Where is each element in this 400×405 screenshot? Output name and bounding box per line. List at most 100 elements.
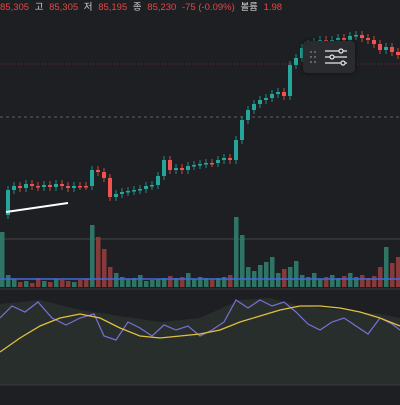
candle-body <box>384 47 388 50</box>
volume-bar <box>0 232 5 287</box>
volume-bar <box>372 276 377 287</box>
candle-body <box>258 100 262 104</box>
volume-bar <box>90 225 95 287</box>
volume-bar <box>360 275 365 287</box>
volume-bar <box>378 267 383 287</box>
candle-body <box>162 160 166 176</box>
volume-bar <box>234 217 239 287</box>
candle-body <box>234 140 238 160</box>
volume-bar <box>366 278 371 287</box>
candle-body <box>180 168 184 170</box>
candle-body <box>90 170 94 186</box>
drag-handle-icon <box>310 51 316 63</box>
candle-body <box>372 40 376 44</box>
volume-bar <box>72 282 77 287</box>
volume-bar <box>174 278 179 287</box>
volume-bar <box>144 281 149 287</box>
volume-bar <box>300 275 305 287</box>
volume-bar <box>258 265 263 287</box>
volume-bar <box>48 282 53 287</box>
volume-bar <box>276 273 281 287</box>
candle-body <box>348 36 352 40</box>
volume-bar <box>102 249 107 287</box>
candle-body <box>114 194 118 197</box>
candle-body <box>222 158 226 160</box>
candle-body <box>144 186 148 189</box>
ohlc-low-label: 저 <box>83 2 93 13</box>
volume-bar <box>186 273 191 287</box>
volume-bar <box>318 279 323 287</box>
volume-bar <box>330 275 335 287</box>
chart-settings-button[interactable] <box>303 41 355 73</box>
candle-body <box>30 184 34 186</box>
candle-body <box>156 176 160 185</box>
volume-bar <box>108 267 113 287</box>
volume-bar <box>306 277 311 287</box>
volume-bar <box>204 278 209 287</box>
candle-body <box>54 184 58 187</box>
candle-body <box>72 186 76 188</box>
ohlc-open-value: 85,305 <box>0 2 30 13</box>
volume-bar <box>42 281 47 287</box>
candle-body <box>294 58 298 65</box>
volume-bar <box>12 279 17 287</box>
volume-bar <box>84 279 89 287</box>
candle-body <box>366 38 370 40</box>
candle-body <box>84 186 88 188</box>
candle-body <box>228 158 232 160</box>
volume-bar <box>336 278 341 287</box>
volume-bar <box>270 257 275 287</box>
volume-bar <box>384 247 389 287</box>
candle-body <box>282 92 286 96</box>
indicator-fill <box>0 298 400 385</box>
candle-body <box>120 192 124 194</box>
candle-body <box>174 168 178 170</box>
candle-body <box>186 166 190 170</box>
volume-bar <box>342 276 347 287</box>
candle-body <box>240 120 244 140</box>
candle-body <box>12 186 16 190</box>
candle-body <box>126 191 130 193</box>
candle-body <box>102 172 106 178</box>
volume-bar <box>78 280 83 287</box>
candle-body <box>198 164 202 166</box>
ohlc-volume-value: 1.98 <box>263 2 283 13</box>
volume-bar <box>162 278 167 287</box>
candle-body <box>66 186 70 188</box>
candle-body <box>36 186 40 188</box>
volume-bar <box>222 277 227 287</box>
volume-bars <box>0 217 400 287</box>
candle-body <box>6 190 10 215</box>
volume-bar <box>132 278 137 287</box>
overlay-lines <box>5 202 69 213</box>
volume-bar <box>120 277 125 287</box>
candle-body <box>396 52 400 55</box>
candle-body <box>210 163 214 165</box>
candle-body <box>96 170 100 172</box>
ohlc-close-label: 종 <box>132 2 142 13</box>
candle-body <box>354 35 358 37</box>
volume-bar <box>96 237 101 287</box>
volume-bar <box>24 281 29 287</box>
volume-bar <box>168 276 173 287</box>
candle-body <box>48 185 52 187</box>
indicator-signal-line <box>0 305 400 353</box>
candle-body <box>216 160 220 163</box>
volume-bar <box>66 281 71 287</box>
candle-body <box>138 189 142 191</box>
volume-bar <box>30 283 35 287</box>
volume-bar <box>312 273 317 287</box>
candle-body <box>168 160 172 170</box>
candle-body <box>192 165 196 167</box>
volume-bar <box>60 280 65 287</box>
volume-bar <box>210 279 215 287</box>
candle-body <box>132 190 136 192</box>
ohlc-high-label: 고 <box>34 2 44 13</box>
candle-body <box>360 35 364 38</box>
ohlc-high-value: 85,305 <box>49 2 79 13</box>
volume-bar <box>18 282 23 287</box>
sliders-icon <box>325 48 347 66</box>
candle-body <box>264 98 268 100</box>
